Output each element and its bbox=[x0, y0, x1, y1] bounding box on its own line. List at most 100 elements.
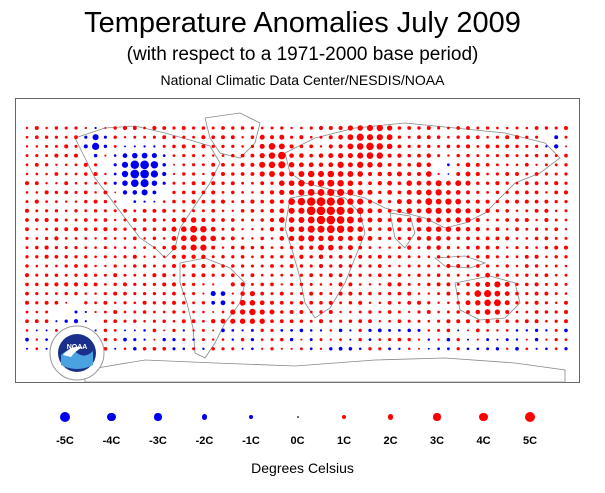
anomaly-dot bbox=[94, 218, 98, 222]
anomaly-dot bbox=[349, 329, 352, 332]
anomaly-dot bbox=[103, 319, 108, 323]
anomaly-dot bbox=[35, 347, 39, 351]
anomaly-dot bbox=[251, 181, 254, 185]
anomaly-dot bbox=[309, 135, 313, 139]
anomaly-dot bbox=[132, 236, 137, 241]
anomaly-dot bbox=[54, 282, 59, 287]
anomaly-dot bbox=[388, 319, 391, 323]
anomaly-dot bbox=[515, 319, 519, 323]
anomaly-dot bbox=[162, 346, 167, 351]
anomaly-dot bbox=[221, 227, 225, 231]
anomaly-dot bbox=[378, 227, 382, 231]
anomaly-dot bbox=[240, 254, 245, 259]
anomaly-dot bbox=[152, 135, 156, 139]
anomaly-dot bbox=[485, 318, 490, 324]
anomaly-dot bbox=[132, 126, 137, 130]
anomaly-dot bbox=[93, 199, 98, 204]
anomaly-dot bbox=[309, 126, 313, 130]
anomaly-dot bbox=[544, 245, 549, 250]
anomaly-dot bbox=[476, 255, 480, 259]
anomaly-dot bbox=[211, 181, 216, 186]
anomaly-dot bbox=[192, 292, 196, 296]
anomaly-dot bbox=[133, 338, 137, 342]
anomaly-dot bbox=[35, 338, 39, 341]
anomaly-dot bbox=[239, 299, 246, 306]
anomaly-dot bbox=[25, 291, 29, 296]
legend-dot-0c bbox=[296, 416, 299, 418]
anomaly-dot bbox=[475, 199, 480, 204]
anomaly-dot bbox=[425, 198, 433, 206]
anomaly-dot bbox=[64, 291, 68, 296]
anomaly-dot bbox=[329, 329, 333, 332]
anomaly-dot bbox=[534, 264, 539, 268]
anomaly-dot bbox=[525, 209, 529, 213]
anomaly-dot bbox=[25, 347, 29, 350]
anomaly-dot bbox=[417, 255, 421, 259]
anomaly-dot bbox=[465, 171, 471, 177]
anomaly-dot bbox=[427, 282, 431, 287]
anomaly-dot bbox=[103, 135, 107, 139]
anomaly-dot bbox=[495, 273, 500, 277]
anomaly-dot bbox=[377, 208, 382, 213]
anomaly-dot bbox=[84, 301, 88, 305]
anomaly-dot bbox=[220, 199, 226, 204]
anomaly-dot bbox=[388, 338, 392, 342]
anomaly-dot bbox=[250, 282, 254, 286]
anomaly-dot bbox=[367, 199, 373, 204]
anomaly-dot bbox=[515, 338, 519, 341]
anomaly-dot bbox=[123, 246, 127, 249]
anomaly-dot bbox=[211, 218, 216, 222]
anomaly-dot bbox=[387, 227, 392, 232]
anomaly-dot bbox=[73, 227, 79, 232]
anomaly-dot bbox=[249, 290, 256, 297]
anomaly-dot bbox=[446, 337, 451, 342]
anomaly-dot bbox=[143, 329, 146, 332]
anomaly-dot bbox=[25, 126, 29, 130]
anomaly-dot bbox=[261, 347, 264, 350]
anomaly-dot bbox=[495, 218, 499, 222]
anomaly-dot bbox=[190, 234, 198, 242]
anomaly-dot bbox=[259, 143, 265, 149]
anomaly-dot bbox=[336, 225, 345, 233]
anomaly-dot bbox=[121, 161, 129, 168]
anomaly-dot bbox=[515, 227, 519, 232]
anomaly-dot bbox=[35, 245, 39, 250]
anomaly-dot bbox=[240, 282, 245, 287]
anomaly-dot bbox=[358, 300, 363, 305]
anomaly-dot bbox=[64, 227, 69, 232]
anomaly-dot bbox=[202, 310, 205, 314]
legend-dot-minus4c bbox=[107, 412, 116, 422]
anomaly-dot bbox=[298, 217, 305, 223]
anomaly-dot bbox=[240, 264, 245, 268]
legend-dot-minus5c bbox=[59, 411, 71, 423]
anomaly-dot bbox=[34, 125, 39, 131]
anomaly-dot bbox=[328, 126, 333, 130]
anomaly-dot bbox=[25, 236, 29, 241]
anomaly-dot bbox=[181, 254, 186, 259]
anomaly-dot bbox=[45, 209, 49, 213]
anomaly-dot bbox=[35, 329, 38, 332]
anomaly-dot bbox=[426, 245, 431, 250]
anomaly-dot bbox=[172, 190, 176, 195]
anomaly-dot bbox=[240, 172, 245, 176]
anomaly-dot bbox=[554, 218, 558, 222]
anomaly-dot bbox=[525, 347, 529, 351]
anomaly-dot bbox=[445, 208, 452, 214]
anomaly-dot bbox=[280, 310, 284, 314]
anomaly-dot bbox=[290, 135, 294, 139]
anomaly-dot bbox=[328, 162, 334, 168]
anomaly-dot bbox=[417, 282, 421, 286]
anomaly-dot bbox=[515, 126, 519, 130]
anomaly-dot bbox=[121, 170, 129, 178]
anomaly-dot bbox=[280, 283, 284, 286]
anomaly-dot bbox=[123, 337, 127, 342]
anomaly-dot bbox=[455, 180, 462, 187]
anomaly-dot bbox=[132, 190, 138, 195]
anomaly-dot bbox=[318, 319, 324, 324]
anomaly-dot bbox=[152, 208, 157, 213]
south-america-outline bbox=[179, 257, 246, 359]
anomaly-dot bbox=[446, 328, 451, 333]
anomaly-dot bbox=[230, 218, 235, 222]
anomaly-dot bbox=[417, 310, 421, 314]
anomaly-dot bbox=[495, 236, 500, 241]
